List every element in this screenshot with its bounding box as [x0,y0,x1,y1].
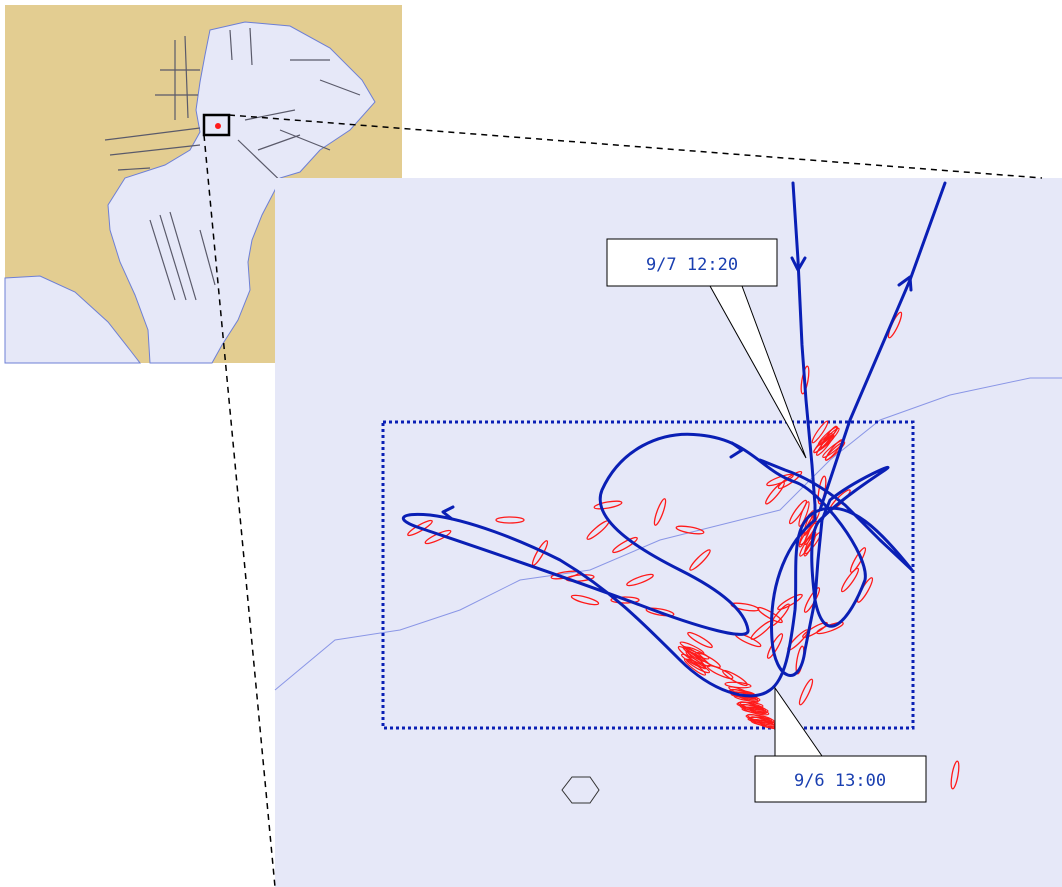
heading-mark [840,567,860,593]
heading-mark [777,470,803,490]
inset-open-sea [4,275,142,364]
inset-activity-marker [215,123,221,129]
zoom-line-left [203,134,276,887]
callout-start-pointer [774,686,823,757]
heading-mark [612,536,638,554]
heading-mark [626,573,654,587]
heading-mark [610,596,640,604]
heading-mark [849,547,867,573]
heading-mark [777,593,803,611]
callout-end-label: 9/7 12:20 [646,255,738,275]
heading-mark [724,681,752,689]
heading-mark [495,516,525,524]
analysis-area-box [381,420,915,730]
heading-mark [683,658,707,676]
heading-mark [570,594,600,606]
heading-mark [745,714,773,722]
heading-mark [653,498,667,526]
detail-map: 9/7 12:20 9/6 13:00 [274,178,1062,887]
heading-mark [950,760,960,790]
zoom-line-top [228,114,1043,179]
heading-mark [687,651,711,667]
arrow-right-icon [729,441,744,459]
callout-end: 9/7 12:20 [606,238,807,459]
heading-mark [687,631,713,649]
arrow-down-icon [790,256,807,272]
inset-port-structures [104,27,361,301]
heading-mark [736,701,764,709]
heading-mark [817,426,839,446]
heading-mark [747,716,775,724]
arrow-up-icon [897,275,913,292]
heading-mark [811,420,829,444]
callout-start-label: 9/6 13:00 [794,771,886,791]
hexagon-obstacle [561,776,600,804]
heading-mark [800,365,810,395]
heading-mark [689,549,711,571]
inset-locator-box [202,113,231,137]
inset-bay-water [107,21,376,364]
heading-mark [685,658,711,674]
heading-mark [766,473,794,487]
callout-start-box [754,755,927,803]
track-direction-arrows [441,256,913,521]
heading-marks [407,311,960,790]
heading-mark [684,646,710,660]
heading-mark [645,607,675,617]
heading-mark [682,646,706,662]
zoom-connector-lines [203,114,1043,887]
heading-mark [593,500,623,510]
callout-end-box [606,238,778,287]
heading-mark [788,499,808,525]
detail-water [275,178,1062,887]
ship-track [401,181,947,698]
heading-mark [813,432,833,454]
heading-mark [798,501,810,527]
callout-start: 9/6 13:00 [754,686,927,803]
heading-mark [675,525,705,535]
heading-mark [407,519,433,537]
heading-mark [722,669,748,687]
callout-end-pointer [709,285,807,459]
arrow-left-icon [441,505,455,521]
heading-mark [798,678,814,706]
